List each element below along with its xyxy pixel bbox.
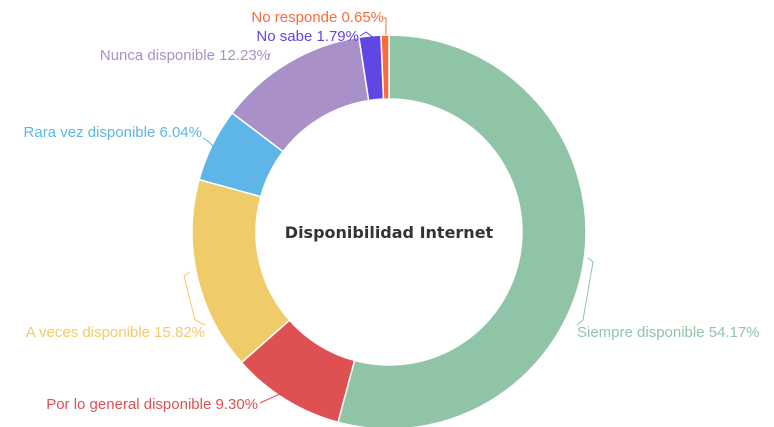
leader-line xyxy=(359,31,375,39)
leader-line xyxy=(384,17,387,35)
donut-slices xyxy=(191,34,587,427)
slice-label: Siempre disponible 54.17% xyxy=(577,324,760,341)
slice-label: A veces disponible 15.82% xyxy=(26,324,205,341)
leader-line xyxy=(259,374,293,404)
slice-labels: Siempre disponible 54.17% Por lo general … xyxy=(24,9,760,413)
slice-label: Nunca disponible 12.23% xyxy=(100,47,270,64)
label-leader-lines xyxy=(183,17,594,404)
slice-label: Rara vez disponible 6.04% xyxy=(24,124,202,141)
slice-label: No sabe 1.79% xyxy=(256,28,359,45)
slice-label: Por lo general disponible 9.30% xyxy=(46,396,258,413)
leader-line xyxy=(267,52,271,61)
donut-slice-no-responde[interactable] xyxy=(380,34,390,100)
chart-center-title: Disponibilidad Internet xyxy=(285,223,494,242)
leader-line xyxy=(202,137,214,147)
donut-slice-siempre-disponible[interactable] xyxy=(337,34,587,427)
leader-line xyxy=(576,257,594,326)
slice-label: No responde 0.65% xyxy=(251,9,384,26)
leader-line xyxy=(183,271,206,326)
